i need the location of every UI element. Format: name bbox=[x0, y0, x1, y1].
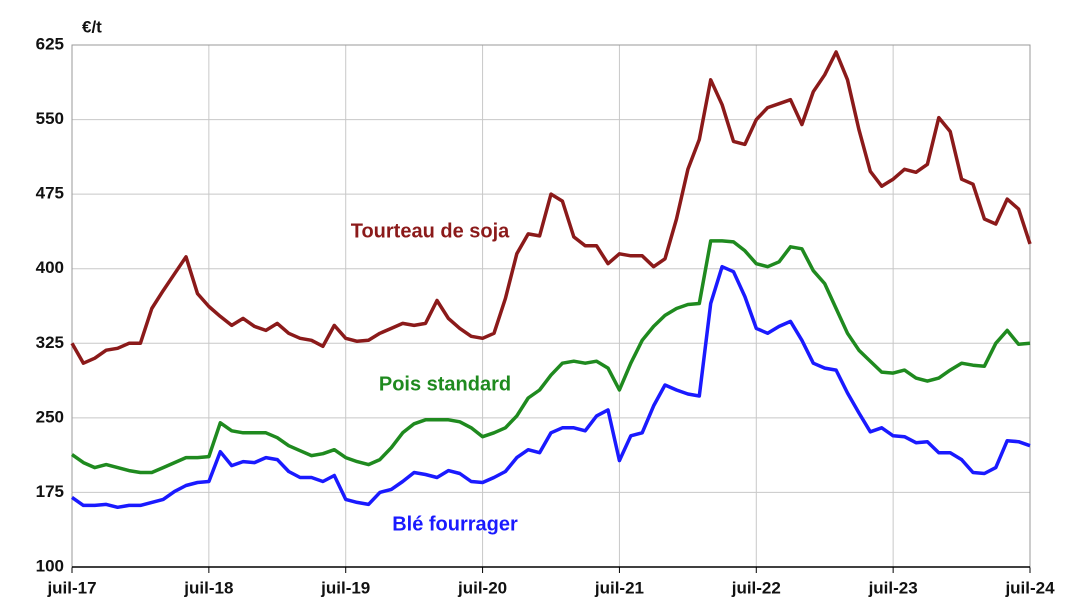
y-tick-label: 325 bbox=[36, 333, 64, 352]
x-tick-label: juil-19 bbox=[320, 578, 370, 597]
series-label: Blé fourrager bbox=[392, 513, 518, 535]
x-tick-label: juil-20 bbox=[457, 578, 507, 597]
x-tick-label: juil-22 bbox=[731, 578, 781, 597]
x-tick-label: juil-21 bbox=[594, 578, 644, 597]
x-tick-label: juil-18 bbox=[183, 578, 233, 597]
y-unit: €/t bbox=[82, 17, 102, 36]
series-line bbox=[70, 50, 1032, 365]
series-line bbox=[70, 239, 1031, 475]
plot-frame bbox=[71, 44, 1031, 568]
y-tick-label: 175 bbox=[36, 482, 64, 501]
x-tick-label: juil-17 bbox=[46, 578, 96, 597]
y-tick-label: 475 bbox=[36, 184, 64, 203]
y-tick-label: 625 bbox=[36, 34, 64, 53]
series-line bbox=[70, 264, 1031, 510]
y-tick-label: 400 bbox=[36, 258, 64, 277]
y-tick-label: 550 bbox=[36, 109, 64, 128]
x-tick-label: juil-24 bbox=[1004, 578, 1055, 597]
series-label: Pois standard bbox=[379, 373, 511, 395]
series-label: Tourteau de soja bbox=[351, 220, 510, 242]
y-tick-label: 250 bbox=[36, 407, 64, 426]
y-tick-label: 100 bbox=[36, 556, 64, 575]
x-tick-label: juil-23 bbox=[868, 578, 918, 597]
